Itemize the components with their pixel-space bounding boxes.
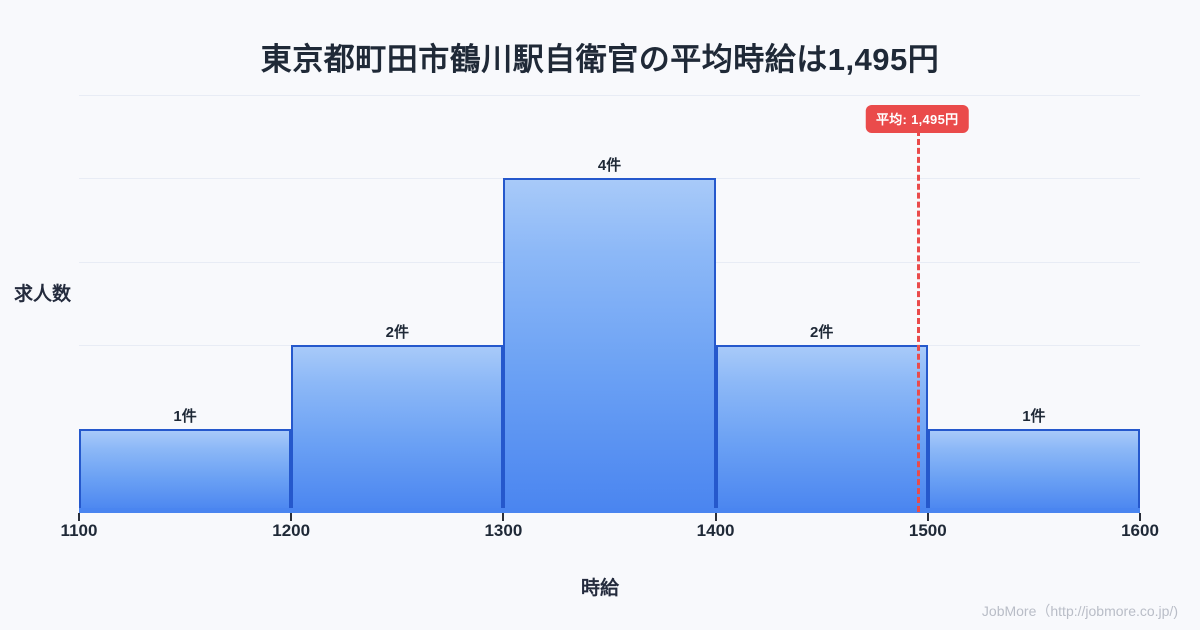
- x-axis-tick: [926, 513, 929, 521]
- average-badge: 平均: 1,495円: [865, 105, 969, 133]
- x-axis-tick: [714, 513, 717, 521]
- bar[interactable]: [715, 345, 928, 512]
- bar[interactable]: [79, 428, 292, 512]
- footer-watermark: JobMore（http://jobmore.co.jp/): [981, 603, 1178, 619]
- bar-value-label: 2件: [385, 324, 409, 342]
- bar-value-label: 1件: [1022, 407, 1046, 425]
- x-axis-tick-label: 1100: [60, 521, 98, 540]
- x-axis-tick-label: 1600: [1121, 521, 1159, 540]
- bar-value-label: 2件: [810, 324, 834, 342]
- x-axis-tick: [1139, 513, 1141, 521]
- x-axis-tick-label: 1300: [484, 521, 523, 540]
- bar-value-label: 1件: [173, 407, 197, 425]
- x-axis-tick-label: 1200: [272, 521, 311, 540]
- x-axis-tick: [502, 513, 505, 521]
- x-axis-tick-label: 1400: [696, 521, 735, 540]
- x-axis-title: 時給: [580, 578, 619, 599]
- bar[interactable]: [503, 178, 716, 512]
- x-axis-line: [79, 508, 1140, 513]
- x-axis-tick-label: 1500: [908, 521, 947, 540]
- bar[interactable]: [291, 345, 504, 512]
- y-axis-title: 求人数: [14, 284, 72, 305]
- bar[interactable]: [927, 428, 1140, 512]
- bar-value-label: 4件: [597, 157, 622, 175]
- average-line: [917, 130, 921, 512]
- x-axis-tick: [290, 513, 293, 521]
- page-title: 東京都町田市鶴川駅自衛官の平均時給は1,495円: [260, 42, 940, 77]
- plot-area: 1件 2件 4件 2件 1件: [79, 95, 1140, 512]
- x-axis-tick: [78, 513, 80, 521]
- gridline: [79, 95, 1140, 96]
